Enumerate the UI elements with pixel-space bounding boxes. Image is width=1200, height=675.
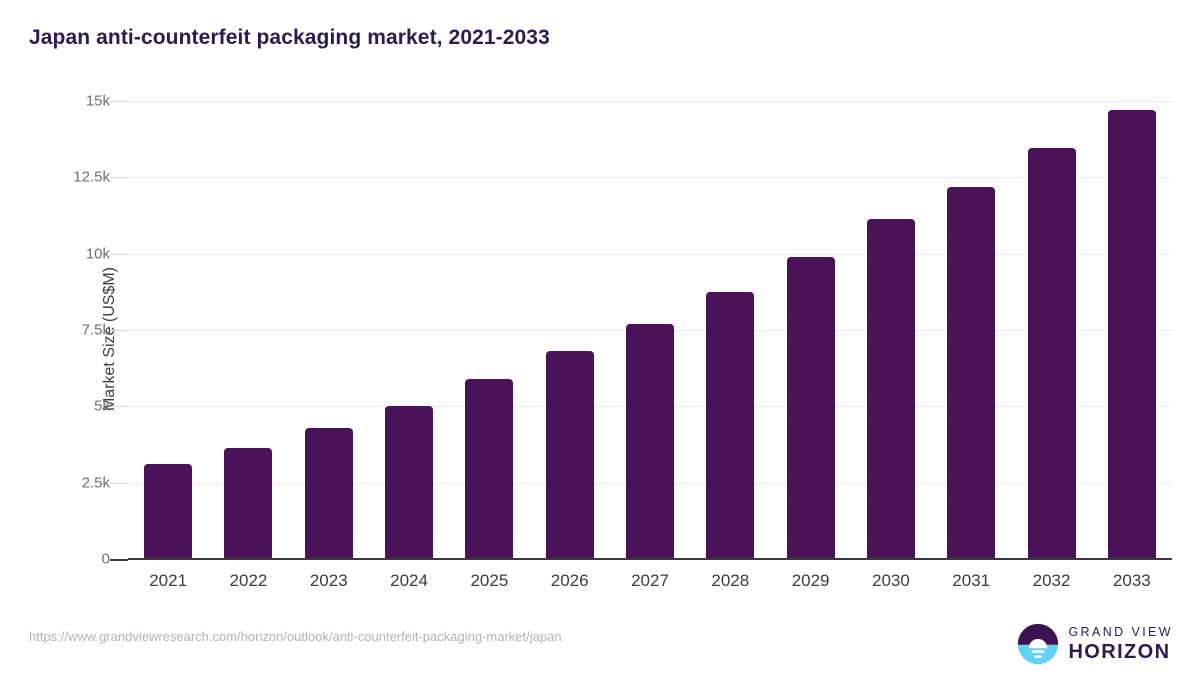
horizon-sun-icon: [1018, 623, 1059, 665]
x-axis-tick-label: 2030: [872, 571, 910, 590]
bar[interactable]: [786, 256, 835, 559]
bar[interactable]: [545, 351, 594, 559]
gridline: [128, 253, 1172, 255]
y-axis-tick-label: 15k: [85, 92, 110, 110]
bar[interactable]: [144, 464, 193, 559]
y-axis-tick: [110, 482, 128, 484]
x-axis-tick-label: 2026: [550, 571, 589, 590]
y-axis-tick: [110, 253, 128, 255]
plot-area: [110, 101, 1172, 561]
page-title: Japan anti-counterfeit packaging market,…: [29, 26, 550, 49]
y-axis-tick-label: 5k: [94, 397, 110, 415]
x-axis-tick-label: 2023: [309, 571, 348, 590]
bar[interactable]: [947, 186, 996, 559]
y-axis-tick: [110, 330, 128, 331]
x-axis-tick-label: 2021: [149, 571, 188, 590]
source-url[interactable]: https://www.grandviewresearch.com/horizo…: [29, 629, 562, 644]
bar[interactable]: [626, 323, 674, 559]
x-axis-tick-label: 2027: [631, 571, 669, 590]
y-axis-tick: [110, 101, 128, 102]
y-axis-tick-label: 7.5k: [81, 321, 110, 339]
logo-wordmark: GRAND VIEW HORIZON: [1068, 626, 1173, 662]
bar[interactable]: [866, 218, 915, 559]
bar[interactable]: [304, 427, 353, 559]
x-axis-tick-label: 2033: [1112, 571, 1151, 590]
x-axis-tick-label: 2031: [952, 571, 991, 590]
y-axis-tick: [110, 177, 128, 179]
logo-line-1: GRAND VIEW: [1068, 625, 1173, 640]
bar[interactable]: [465, 378, 514, 559]
gridline: [128, 177, 1172, 179]
x-axis-tick-label: 2032: [1032, 571, 1071, 590]
x-axis-tick-label: 2025: [470, 571, 509, 590]
y-axis-tick-label: 0: [101, 550, 110, 568]
x-axis-tick-labels: 2021 2022 2023 2024 2025 2026 2027 2028 2029 2030…: [128, 563, 1172, 597]
x-axis-tick-label: 2029: [791, 571, 830, 590]
y-axis-tick-labels: 0 2.5k 5k 7.5k 10k 12.5k 15k: [0, 93, 110, 568]
x-axis-tick-label: 2022: [229, 571, 268, 590]
y-axis-tick-label: 10k: [85, 245, 110, 263]
bar[interactable]: [224, 447, 273, 559]
grand-view-horizon-logo[interactable]: GRAND VIEW HORIZON: [1017, 622, 1173, 666]
gridline: [128, 101, 1172, 102]
x-axis-tick-label: 2024: [390, 571, 428, 590]
logo-line-2: HORIZON: [1068, 640, 1171, 663]
bar[interactable]: [1107, 110, 1156, 559]
x-axis-tick-label: 2028: [711, 571, 750, 590]
y-axis-tick-label: 12.5k: [73, 168, 110, 186]
bar-series: [128, 101, 1172, 559]
y-axis-tick-label: 2.5k: [81, 474, 110, 492]
bar[interactable]: [385, 406, 434, 559]
x-axis-line: [128, 558, 1172, 560]
bar[interactable]: [706, 291, 755, 559]
bar[interactable]: [1027, 148, 1076, 559]
y-axis-tick: [110, 559, 128, 561]
y-axis-tick: [110, 406, 128, 408]
